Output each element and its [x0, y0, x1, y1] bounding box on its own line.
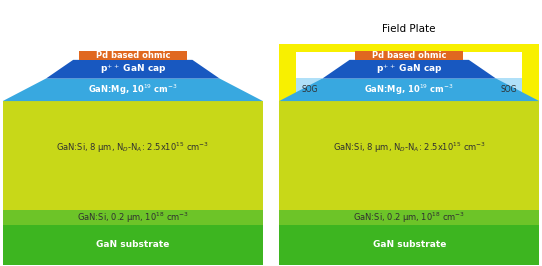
- FancyBboxPatch shape: [3, 101, 263, 210]
- FancyBboxPatch shape: [296, 78, 322, 101]
- Text: GaN:Si, 8 μm, N$_D$-N$_A$: 2.5x10$^{15}$ cm$^{-3}$: GaN:Si, 8 μm, N$_D$-N$_A$: 2.5x10$^{15}$…: [56, 140, 209, 155]
- Text: GaN:Si, 8 μm, N$_D$-N$_A$: 2.5x10$^{15}$ cm$^{-3}$: GaN:Si, 8 μm, N$_D$-N$_A$: 2.5x10$^{15}$…: [333, 140, 486, 155]
- Text: Field Plate: Field Plate: [383, 24, 436, 34]
- Polygon shape: [279, 78, 539, 101]
- Text: p$^{++}$ GaN cap: p$^{++}$ GaN cap: [376, 62, 442, 76]
- FancyBboxPatch shape: [496, 78, 522, 101]
- FancyBboxPatch shape: [279, 101, 539, 210]
- FancyBboxPatch shape: [79, 51, 187, 60]
- FancyBboxPatch shape: [279, 225, 539, 265]
- Text: GaN substrate: GaN substrate: [372, 240, 446, 249]
- FancyBboxPatch shape: [3, 210, 263, 225]
- Text: p$^{++}$ GaN cap: p$^{++}$ GaN cap: [100, 62, 166, 76]
- FancyBboxPatch shape: [3, 225, 263, 265]
- Text: GaN:Si, 0.2 μm, 10$^{18}$ cm$^{-3}$: GaN:Si, 0.2 μm, 10$^{18}$ cm$^{-3}$: [77, 210, 189, 225]
- Text: SOG: SOG: [501, 85, 517, 94]
- Text: Pd based ohmic: Pd based ohmic: [95, 51, 170, 60]
- Text: GaN:Mg, 10$^{19}$ cm$^{-3}$: GaN:Mg, 10$^{19}$ cm$^{-3}$: [88, 82, 178, 97]
- FancyBboxPatch shape: [279, 210, 539, 225]
- Polygon shape: [3, 78, 263, 101]
- Text: Pd based ohmic: Pd based ohmic: [372, 51, 447, 60]
- Text: GaN:Si, 0.2 μm, 10$^{18}$ cm$^{-3}$: GaN:Si, 0.2 μm, 10$^{18}$ cm$^{-3}$: [353, 210, 465, 225]
- Text: GaN substrate: GaN substrate: [96, 240, 170, 249]
- Polygon shape: [322, 60, 496, 78]
- FancyBboxPatch shape: [355, 51, 463, 60]
- Polygon shape: [46, 60, 220, 78]
- Text: GaN:Mg, 10$^{19}$ cm$^{-3}$: GaN:Mg, 10$^{19}$ cm$^{-3}$: [364, 82, 454, 97]
- Polygon shape: [279, 44, 539, 101]
- Text: SOG: SOG: [301, 85, 318, 94]
